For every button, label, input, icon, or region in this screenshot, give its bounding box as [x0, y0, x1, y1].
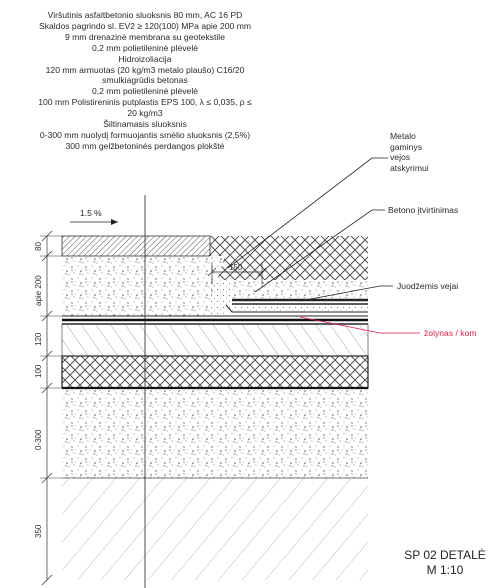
- slope-label: 1.5 %: [80, 208, 102, 218]
- concrete-slab-layer: [61, 323, 369, 357]
- callout-soil: Juodžemis vejai: [397, 281, 459, 291]
- layer-line-4: 0,2 mm polietileninė plėvelė: [91, 42, 199, 53]
- detail-title: SP 02 DETALĖ M 1:10: [395, 548, 495, 578]
- curb-dimension: 150: [207, 262, 267, 284]
- callout-metal-line-1: Metalo: [390, 131, 416, 141]
- dim-350: 350: [34, 524, 43, 538]
- rc-slab-layer: [62, 478, 368, 580]
- sand-layer: [62, 390, 368, 479]
- insulation-layer: [61, 355, 369, 390]
- membrane-lines: [62, 315, 368, 325]
- dim-200: apie 200: [34, 275, 43, 306]
- layer-line-8: 0,2 mm polietileninė plėvelė: [91, 86, 199, 97]
- layer-line-7: smulkiagrūdis betonas: [102, 75, 188, 86]
- slope-indicator: 1.5 %: [70, 208, 118, 225]
- dim-120: 120: [34, 332, 43, 346]
- callout-metal-edging: Metalo gaminys vejos atskyrimui: [390, 131, 429, 173]
- dim-80: 80: [34, 242, 43, 251]
- layer-line-2: Skaldos pagrindo sl. EV2 ≥ 120(100) MPa …: [38, 20, 252, 31]
- dim-100: 100: [34, 364, 43, 378]
- asphalt-layer: [61, 235, 211, 257]
- crushed-stone-layer: [62, 256, 210, 316]
- layer-line-12: 0-300 mm nuolydį formuojantis smėlio slu…: [39, 129, 251, 140]
- layer-line-9: 100 mm Polistireninis putplastis EPS 100…: [38, 97, 252, 108]
- layer-line-6: 120 mm armuotas (20 kg/m3 metalo plaušo)…: [45, 64, 245, 75]
- dimension-chain: [40, 230, 62, 586]
- dim-300: 0-300: [34, 429, 43, 450]
- callout-turf: žolynas / kom: [424, 328, 477, 338]
- callout-metal-line-3: vejos: [390, 152, 411, 163]
- layer-line-5: Hidroizoliacija: [118, 53, 172, 64]
- leader-lines: [227, 157, 420, 334]
- callout-metal-line-2: gaminys: [390, 141, 422, 152]
- layer-line-10: 20 kg/m3: [127, 108, 163, 119]
- layer-line-11: Šiltinamasis sluoksnis: [103, 119, 187, 130]
- callout-concrete-curb: Betono įtvirtinimas: [388, 205, 459, 215]
- callout-metal-line-4: atskyrimui: [390, 162, 429, 173]
- detail-scale: M 1:10: [426, 563, 464, 577]
- dim-150: 150: [229, 263, 243, 272]
- dimension-labels: 80 apie 200 120 100 0-300 350: [34, 242, 43, 538]
- soil-layer: [225, 298, 368, 313]
- layer-line-1: Viršutinis asfaltbetonio sluoksnis 80 mm…: [47, 10, 243, 20]
- layer-line-13: 300 mm gelžbetoninės perdangos plokštė: [65, 140, 225, 151]
- layer-line-3: 9 mm drenazinė membrana su geotekstile: [64, 31, 226, 42]
- layer-stack-list: Viršutinis asfaltbetonio sluoksnis 80 mm…: [0, 10, 290, 152]
- detail-title-line-1: SP 02 DETALĖ: [404, 548, 486, 562]
